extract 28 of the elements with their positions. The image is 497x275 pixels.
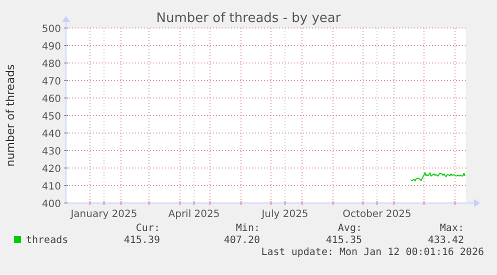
legend-label: threads: [26, 235, 68, 246]
chart-title: Number of threads - by year: [156, 11, 342, 26]
x-tick-label: January 2025: [70, 209, 138, 220]
line-series: [410, 172, 466, 182]
y-tick-label: 410: [42, 182, 61, 192]
y-tick-label: 440: [42, 129, 61, 140]
y-axis-title: number of threads: [4, 64, 17, 167]
text: 433.42: [428, 235, 464, 246]
text: 407.20: [224, 235, 260, 246]
text: 415.39: [124, 235, 160, 246]
text: Avg:: [338, 223, 362, 234]
y-tick-label: 500: [42, 24, 61, 35]
x-tick-label: October 2025: [342, 209, 412, 220]
text: Cur:: [136, 223, 160, 234]
y-tick-label: 450: [42, 112, 61, 122]
y-tick-label: 480: [42, 59, 61, 70]
text: Last update: Mon Jan 12 00:01:16 2026: [261, 247, 484, 258]
text: Max:: [440, 223, 464, 234]
text: 415.35: [326, 235, 362, 246]
y-tick-label: 470: [42, 76, 61, 88]
y-tick-label: 490: [42, 42, 61, 52]
y-tick-label: 460: [42, 94, 61, 105]
y-tick-label: 430: [42, 146, 61, 158]
y-tick-label: 400: [42, 199, 61, 210]
x-tick-label: April 2025: [168, 209, 220, 220]
x-tick-label: July 2025: [260, 209, 308, 220]
text: Min:: [236, 223, 260, 234]
y-tick-label: 420: [42, 164, 61, 175]
